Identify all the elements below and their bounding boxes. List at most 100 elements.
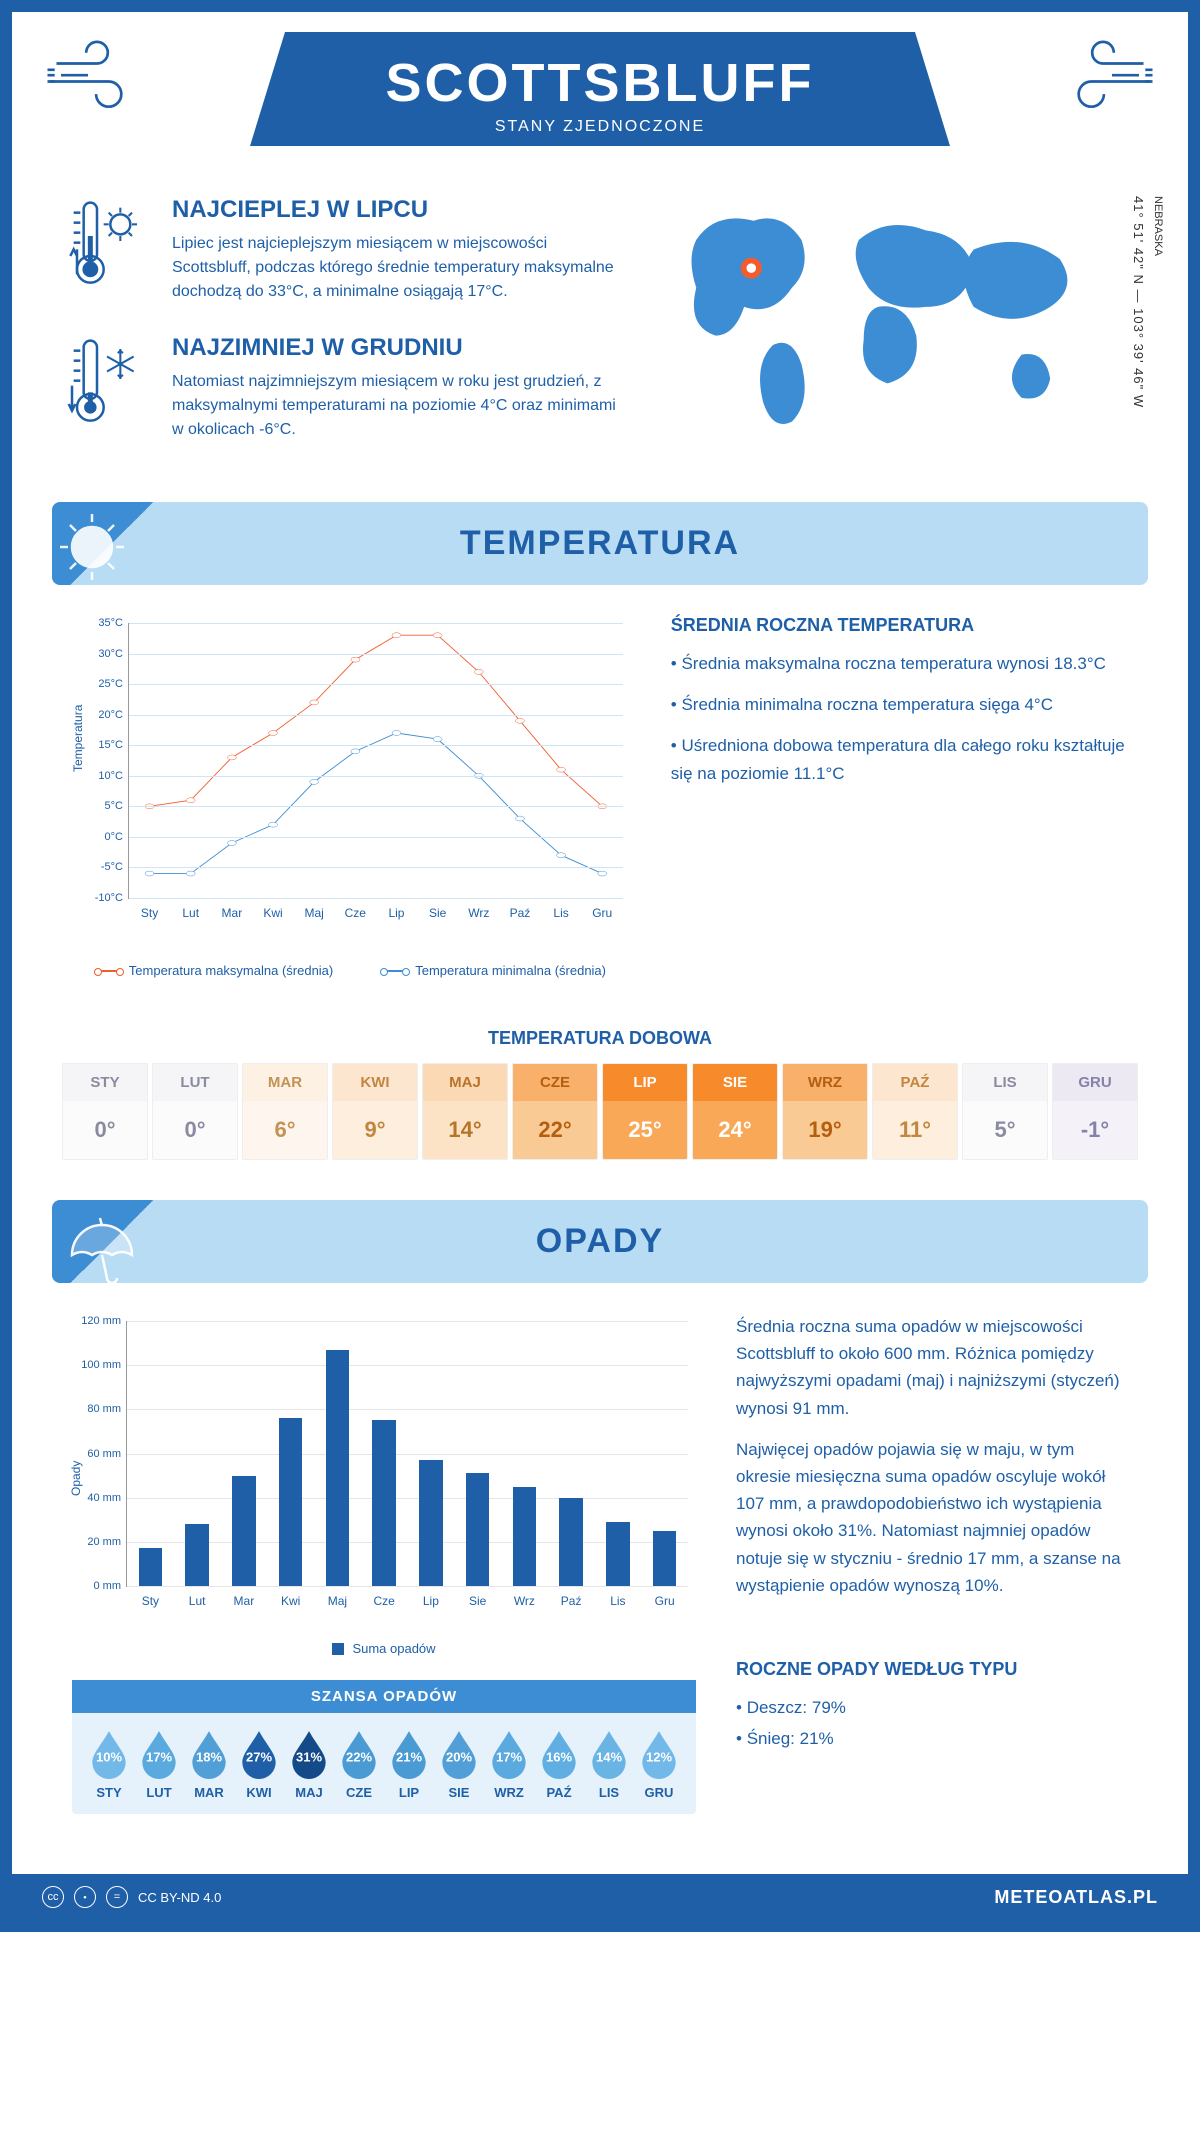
snow-percent: Śnieg: 21% (747, 1729, 834, 1748)
precip-bar (466, 1473, 490, 1586)
raindrop-icon: 22% (336, 1729, 382, 1779)
daily-temp-heading: TEMPERATURA DOBOWA (12, 1028, 1188, 1049)
header: SCOTTSBLUFF STANY ZJEDNOCZONE (12, 12, 1188, 176)
rain-percent: Deszcz: 79% (747, 1698, 846, 1717)
temp-cell: LIP 25° (602, 1063, 688, 1160)
coldest-text: Natomiast najzimniejszym miesiącem w rok… (172, 370, 628, 442)
chance-cell: 10% STY (86, 1729, 132, 1800)
chance-cell: 31% MAJ (286, 1729, 332, 1800)
temp-cell: KWI 9° (332, 1063, 418, 1160)
coldest-block: NAJZIMNIEJ W GRUDNIU Natomiast najzimnie… (62, 334, 628, 442)
chance-cell: 17% WRZ (486, 1729, 532, 1800)
umbrella-section-icon (52, 1200, 172, 1283)
raindrop-icon: 20% (436, 1729, 482, 1779)
precip-bar (185, 1524, 209, 1586)
sun-section-icon (52, 502, 172, 585)
coordinates-text: 41° 51' 42" N — 103° 39' 46" W (1131, 196, 1146, 408)
temp-cell: CZE 22° (512, 1063, 598, 1160)
temp-bullet: • Średnia minimalna roczna temperatura s… (671, 691, 1128, 718)
temperature-title: TEMPERATURA (82, 524, 1118, 563)
raindrop-icon: 21% (386, 1729, 432, 1779)
license-block: cc 🞄 = CC BY-ND 4.0 (42, 1886, 221, 1908)
nd-icon: = (106, 1886, 128, 1908)
footer: cc 🞄 = CC BY-ND 4.0 METEOATLAS.PL (12, 1874, 1188, 1920)
temperature-section-header: TEMPERATURA (52, 502, 1148, 585)
precip-chance-box: SZANSA OPADÓW 10% STY 17% LUT 18% MAR 27… (72, 1680, 696, 1814)
license-text: CC BY-ND 4.0 (138, 1890, 221, 1905)
raindrop-icon: 14% (586, 1729, 632, 1779)
chance-cell: 17% LUT (136, 1729, 182, 1800)
raindrop-icon: 10% (86, 1729, 132, 1779)
precip-by-type-heading: ROCZNE OPADY WEDŁUG TYPU (736, 1659, 1128, 1680)
world-map-box: 41° 51' 42" N — 103° 39' 46" W NEBRASKA (658, 196, 1138, 472)
precip-bar (606, 1522, 630, 1586)
raindrop-icon: 31% (286, 1729, 332, 1779)
annual-temp-heading: ŚREDNIA ROCZNA TEMPERATURA (671, 615, 1128, 636)
precip-title: OPADY (82, 1222, 1118, 1261)
chance-cell: 12% GRU (636, 1729, 682, 1800)
chance-cell: 16% PAŹ (536, 1729, 582, 1800)
region-text: NEBRASKA (1152, 196, 1164, 256)
title-banner: SCOTTSBLUFF STANY ZJEDNOCZONE (250, 32, 950, 146)
temp-cell: SIE 24° (692, 1063, 778, 1160)
precip-text-2: Najwięcej opadów pojawia się w maju, w t… (736, 1436, 1128, 1599)
temperature-chart-row: Temperatura -10°C-5°C0°C5°C10°C15°C20°C2… (12, 605, 1188, 1008)
temp-cell: PAŹ 11° (872, 1063, 958, 1160)
chance-cell: 21% LIP (386, 1729, 432, 1800)
temp-cell: LUT 0° (152, 1063, 238, 1160)
cc-icon: cc (42, 1886, 64, 1908)
temperature-legend: Temperatura maksymalna (średnia)Temperat… (72, 963, 631, 978)
intro-row: NAJCIEPLEJ W LIPCU Lipiec jest najcieple… (12, 176, 1188, 502)
chance-cell: 18% MAR (186, 1729, 232, 1800)
by-icon: 🞄 (74, 1886, 96, 1908)
precip-bar (559, 1498, 583, 1586)
precip-bar (279, 1418, 303, 1586)
chance-cell: 27% KWI (236, 1729, 282, 1800)
raindrop-icon: 12% (636, 1729, 682, 1779)
site-name: METEOATLAS.PL (994, 1887, 1158, 1908)
precip-section-header: OPADY (52, 1200, 1148, 1283)
intro-text-column: NAJCIEPLEJ W LIPCU Lipiec jest najcieple… (62, 196, 628, 472)
precip-text-1: Średnia roczna suma opadów w miejscowośc… (736, 1313, 1128, 1422)
precip-summary: Średnia roczna suma opadów w miejscowośc… (736, 1313, 1128, 1814)
precip-bar (372, 1420, 396, 1586)
location-title: SCOTTSBLUFF (310, 52, 890, 114)
precip-legend: Suma opadów (72, 1641, 696, 1656)
coldest-heading: NAJZIMNIEJ W GRUDNIU (172, 334, 628, 362)
precip-bar (232, 1476, 256, 1586)
precip-legend-label: Suma opadów (352, 1641, 435, 1656)
daily-temp-table: STY 0° LUT 0° MAR 6° KWI 9° MAJ 14° CZE … (62, 1063, 1138, 1160)
raindrop-icon: 17% (486, 1729, 532, 1779)
temp-cell: MAJ 14° (422, 1063, 508, 1160)
precip-bar (513, 1487, 537, 1586)
raindrop-icon: 16% (536, 1729, 582, 1779)
raindrop-icon: 18% (186, 1729, 232, 1779)
temp-cell: GRU -1° (1052, 1063, 1138, 1160)
precip-bar (326, 1350, 350, 1586)
precip-bar (139, 1548, 163, 1586)
temperature-line-chart: Temperatura -10°C-5°C0°C5°C10°C15°C20°C2… (72, 615, 631, 978)
precip-bar-chart: Opady 0 mm20 mm40 mm60 mm80 mm100 mm120 … (72, 1313, 696, 1814)
precip-bar (653, 1531, 677, 1586)
temp-cell: MAR 6° (242, 1063, 328, 1160)
temp-bullet: • Średnia maksymalna roczna temperatura … (671, 650, 1128, 677)
thermometer-sun-icon (62, 196, 152, 304)
chance-cell: 14% LIS (586, 1729, 632, 1800)
chance-cell: 22% CZE (336, 1729, 382, 1800)
warmest-block: NAJCIEPLEJ W LIPCU Lipiec jest najcieple… (62, 196, 628, 304)
wind-icon (1048, 32, 1158, 122)
temp-bullet: • Uśredniona dobowa temperatura dla całe… (671, 732, 1128, 786)
wind-icon (42, 32, 152, 122)
temp-cell: LIS 5° (962, 1063, 1048, 1160)
raindrop-icon: 17% (136, 1729, 182, 1779)
location-marker-icon (744, 260, 759, 275)
country-subtitle: STANY ZJEDNOCZONE (310, 118, 890, 136)
raindrop-icon: 27% (236, 1729, 282, 1779)
warmest-text: Lipiec jest najcieplejszym miesiącem w m… (172, 232, 628, 304)
temp-cell: WRZ 19° (782, 1063, 868, 1160)
temperature-summary: ŚREDNIA ROCZNA TEMPERATURA • Średnia mak… (671, 615, 1128, 978)
chance-cell: 20% SIE (436, 1729, 482, 1800)
chance-title: SZANSA OPADÓW (72, 1680, 696, 1713)
thermometer-snow-icon (62, 334, 152, 442)
temp-cell: STY 0° (62, 1063, 148, 1160)
